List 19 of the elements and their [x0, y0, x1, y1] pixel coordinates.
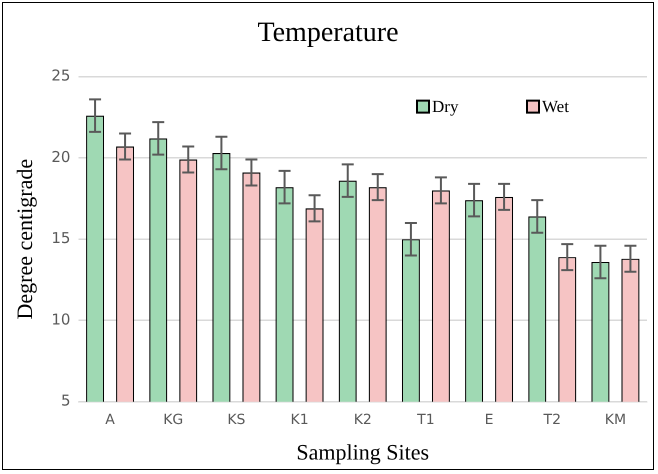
- x-tick-label: T1: [416, 412, 435, 428]
- x-tick-label: T2: [542, 412, 561, 428]
- x-axis-title: Sampling Sites: [296, 440, 430, 465]
- y-tick-label: 20: [51, 148, 70, 166]
- chart-title: Temperature: [257, 17, 399, 48]
- x-tick-label: K2: [354, 412, 372, 428]
- y-tick-label: 5: [60, 392, 70, 410]
- x-tick-label: A: [105, 412, 116, 428]
- x-tick-label: K1: [290, 412, 309, 428]
- x-tick-label: KS: [227, 412, 246, 428]
- legend-label: Wet: [542, 97, 570, 116]
- y-tick-label: 10: [51, 310, 70, 328]
- y-tick-label: 25: [51, 66, 70, 84]
- y-axis-title: Degree centigrade: [12, 158, 37, 320]
- x-tick-label: KG: [163, 412, 184, 428]
- x-tick-label: KM: [604, 412, 626, 428]
- legend-label: Dry: [432, 97, 459, 116]
- y-tick-label: 15: [51, 229, 70, 248]
- x-tick-label: E: [484, 412, 494, 428]
